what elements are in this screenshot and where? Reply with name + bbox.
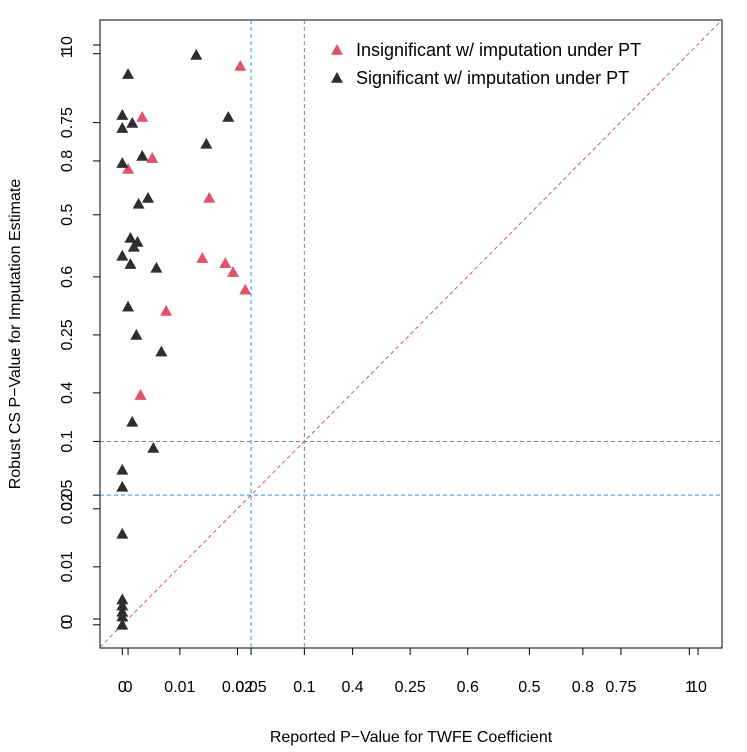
point: [196, 252, 209, 263]
point: [222, 110, 235, 122]
x-tick-label: 0.6: [457, 679, 479, 696]
point: [122, 300, 135, 312]
point: [116, 599, 129, 611]
point: [200, 137, 213, 149]
point: [160, 304, 173, 316]
y-tick-label: 10: [59, 36, 76, 54]
y-tick-label: 0.01: [59, 551, 76, 582]
point: [116, 593, 129, 605]
y-tick-label: 0.8: [59, 150, 76, 172]
x-tick-label: 0: [124, 679, 133, 696]
x-axis-label: Reported P−Value for TWFE Coefficient: [270, 729, 553, 746]
point: [227, 266, 240, 277]
point: [130, 328, 143, 340]
y-tick-label: 0: [59, 620, 76, 629]
point: [116, 249, 129, 261]
point: [116, 618, 129, 630]
y-tick-label: 0.1: [59, 430, 76, 452]
point: [219, 257, 232, 268]
x-tick-label: 0.05: [235, 679, 266, 696]
y-tick-label: 0.4: [59, 382, 76, 404]
legend-marker: [331, 44, 343, 55]
legend-label: Insignificant w/ imputation under PT: [356, 40, 641, 60]
y-axis-label: Robust CS P−Value for Imputation Estimat…: [7, 179, 24, 490]
point: [147, 441, 160, 453]
point: [116, 480, 129, 492]
point: [116, 610, 129, 622]
point: [142, 191, 155, 203]
point: [150, 261, 163, 273]
x-tick-label: 0.01: [164, 679, 195, 696]
y-tick-label: 0.75: [59, 107, 76, 138]
point: [126, 415, 139, 427]
x-tick-label: 0.5: [518, 679, 540, 696]
point: [136, 149, 149, 161]
point: [124, 258, 137, 269]
point: [203, 191, 216, 203]
point: [146, 152, 159, 163]
point: [116, 109, 129, 120]
point: [239, 283, 252, 295]
x-tick-label: 0.4: [341, 679, 363, 696]
point: [116, 527, 129, 539]
x-tick-label: 0.25: [395, 679, 426, 696]
x-tick-label: 0.8: [572, 679, 594, 696]
point: [122, 68, 135, 79]
point: [134, 389, 147, 400]
point: [136, 110, 149, 122]
point: [116, 122, 129, 133]
y-tick-label: 0.5: [59, 204, 76, 226]
y-tick-label: 0: [59, 614, 76, 623]
point: [116, 157, 129, 168]
point: [127, 240, 140, 252]
point: [132, 197, 145, 209]
plot-frame: [99, 19, 723, 649]
point: [234, 59, 247, 71]
point: [190, 48, 203, 60]
point: [155, 345, 168, 357]
x-tick-label: 10: [689, 679, 707, 696]
legend-label: Significant w/ imputation under PT: [356, 68, 629, 88]
x-tick-label: 0.1: [293, 679, 315, 696]
x-tick-label: 0: [118, 679, 127, 696]
y-tick-label: 0.02: [59, 493, 76, 524]
point: [122, 162, 135, 174]
y-tick-label: 0.25: [59, 319, 76, 350]
point: [124, 232, 137, 243]
y-tick-label: 1: [59, 49, 76, 58]
x-tick-label: 1: [685, 679, 694, 696]
y-tick-label: 0.6: [59, 266, 76, 288]
point: [116, 463, 129, 475]
diagonal-line: [99, 19, 723, 648]
legend-marker: [331, 72, 343, 83]
x-tick-label: 0.02: [222, 679, 253, 696]
y-tick-label: 0.05: [59, 479, 76, 510]
point: [126, 116, 139, 128]
x-tick-label: 0.75: [605, 679, 636, 696]
